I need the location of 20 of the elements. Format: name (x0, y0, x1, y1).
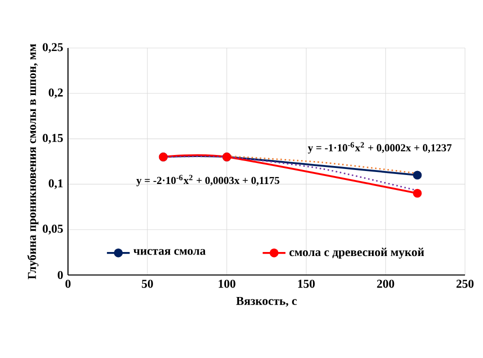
y-axis-title: Глубина проникновения смолы в шпон, мм (27, 44, 38, 280)
y-tick-label: 0,15 (42, 134, 63, 144)
annotation: y = -1·10$^{-6}$x$^{2}$ + 0,0002x + 0,1237 (308, 142, 452, 154)
x-tick-label: 200 (377, 280, 394, 288)
x-tick-label: 250 (456, 280, 474, 288)
point (412, 188, 422, 198)
y-tick-label: 0,2 (48, 88, 63, 98)
annotation: y = -2·10$^{-6}$x$^{2}$ + 0,0003x + 0,1175 (136, 174, 280, 186)
x-tick-label: 150 (298, 280, 315, 288)
x-tick-label: 0 (65, 280, 71, 288)
legend-label: смола с древесной мукой (289, 248, 424, 259)
x-tick-label: 100 (218, 280, 236, 288)
x-axis-title: Вязкость, с (236, 296, 297, 307)
y-tick-label: 0 (58, 270, 63, 280)
y-tick-label: 0,1 (48, 179, 63, 190)
x-tick-label: 50 (142, 280, 153, 288)
y-tick-label: 0,05 (42, 224, 63, 235)
point (412, 170, 422, 180)
y-tick-label: 0,25 (42, 43, 63, 53)
legend-label: чистая смола (133, 249, 206, 255)
